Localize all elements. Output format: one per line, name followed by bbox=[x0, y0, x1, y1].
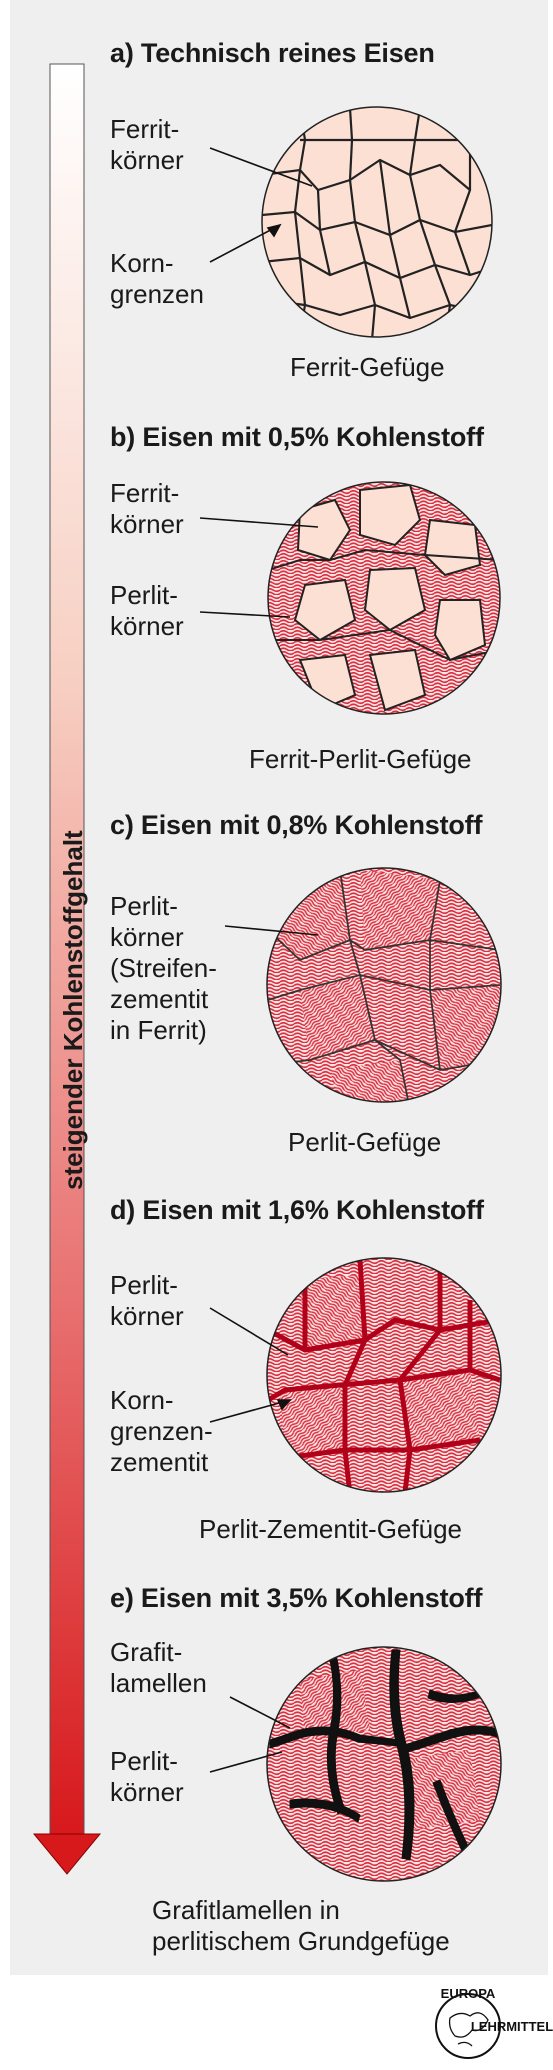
label-grain-boundary-cementite: Korn- grenzen- zementit bbox=[110, 1385, 213, 1477]
section-d-title: d) Eisen mit 1,6% Kohlenstoff bbox=[110, 1195, 484, 1225]
label-ferrite-grains: Ferrit- körner bbox=[110, 114, 184, 175]
carbon-content-arrow bbox=[32, 63, 102, 1875]
label-pearlite-grains-d: Perlit- körner bbox=[110, 1270, 184, 1331]
micrograph-c-pearlite bbox=[266, 867, 502, 1103]
label-graphite-lamellae: Grafit- lamellen bbox=[110, 1637, 207, 1698]
micrograph-a-ferrite bbox=[261, 106, 493, 338]
label-pearlite-grains-e: Perlit- körner bbox=[110, 1746, 184, 1807]
section-a-title: a) Technisch reines Eisen bbox=[110, 38, 435, 68]
section-e-title: e) Eisen mit 3,5% Kohlenstoff bbox=[110, 1583, 483, 1613]
micrograph-d-pearlite-cementite bbox=[266, 1257, 502, 1493]
logo-bottom-text: LEHRMITTEL bbox=[471, 2019, 553, 2034]
caption-graphite-lamellae-structure: Grafitlamellen in perlitischem Grundgefü… bbox=[152, 1895, 450, 1956]
caption-pearlite-structure: Perlit-Gefüge bbox=[288, 1127, 442, 1157]
caption-ferrite-structure: Ferrit-Gefüge bbox=[290, 352, 445, 382]
section-b-title: b) Eisen mit 0,5% Kohlenstoff bbox=[110, 422, 484, 452]
logo-top-text: EUROPA bbox=[441, 1986, 496, 2001]
section-c-title: c) Eisen mit 0,8% Kohlenstoff bbox=[110, 810, 483, 840]
micrograph-e-graphite-flakes bbox=[266, 1646, 502, 1882]
label-ferrite-grains-b: Ferrit- körner bbox=[110, 478, 184, 539]
axis-label: steigender Kohlenstoffgehalt bbox=[58, 830, 88, 1190]
leader-lines bbox=[199, 147, 319, 1773]
label-pearlite-grains-c: Perlit- körner (Streifen- zementit in Fe… bbox=[110, 891, 217, 1045]
europa-lehrmittel-logo: EUROPA LEHRMITTEL bbox=[435, 1986, 553, 2059]
micrograph-b-ferrite-pearlite bbox=[267, 481, 501, 715]
label-grain-boundaries: Korn- grenzen bbox=[110, 248, 204, 309]
caption-ferrite-pearlite-structure: Ferrit-Perlit-Gefüge bbox=[249, 744, 472, 774]
label-pearlite-grains-b: Perlit- körner bbox=[110, 580, 184, 641]
caption-pearlite-cementite-structure: Perlit-Zementit-Gefüge bbox=[199, 1514, 462, 1544]
